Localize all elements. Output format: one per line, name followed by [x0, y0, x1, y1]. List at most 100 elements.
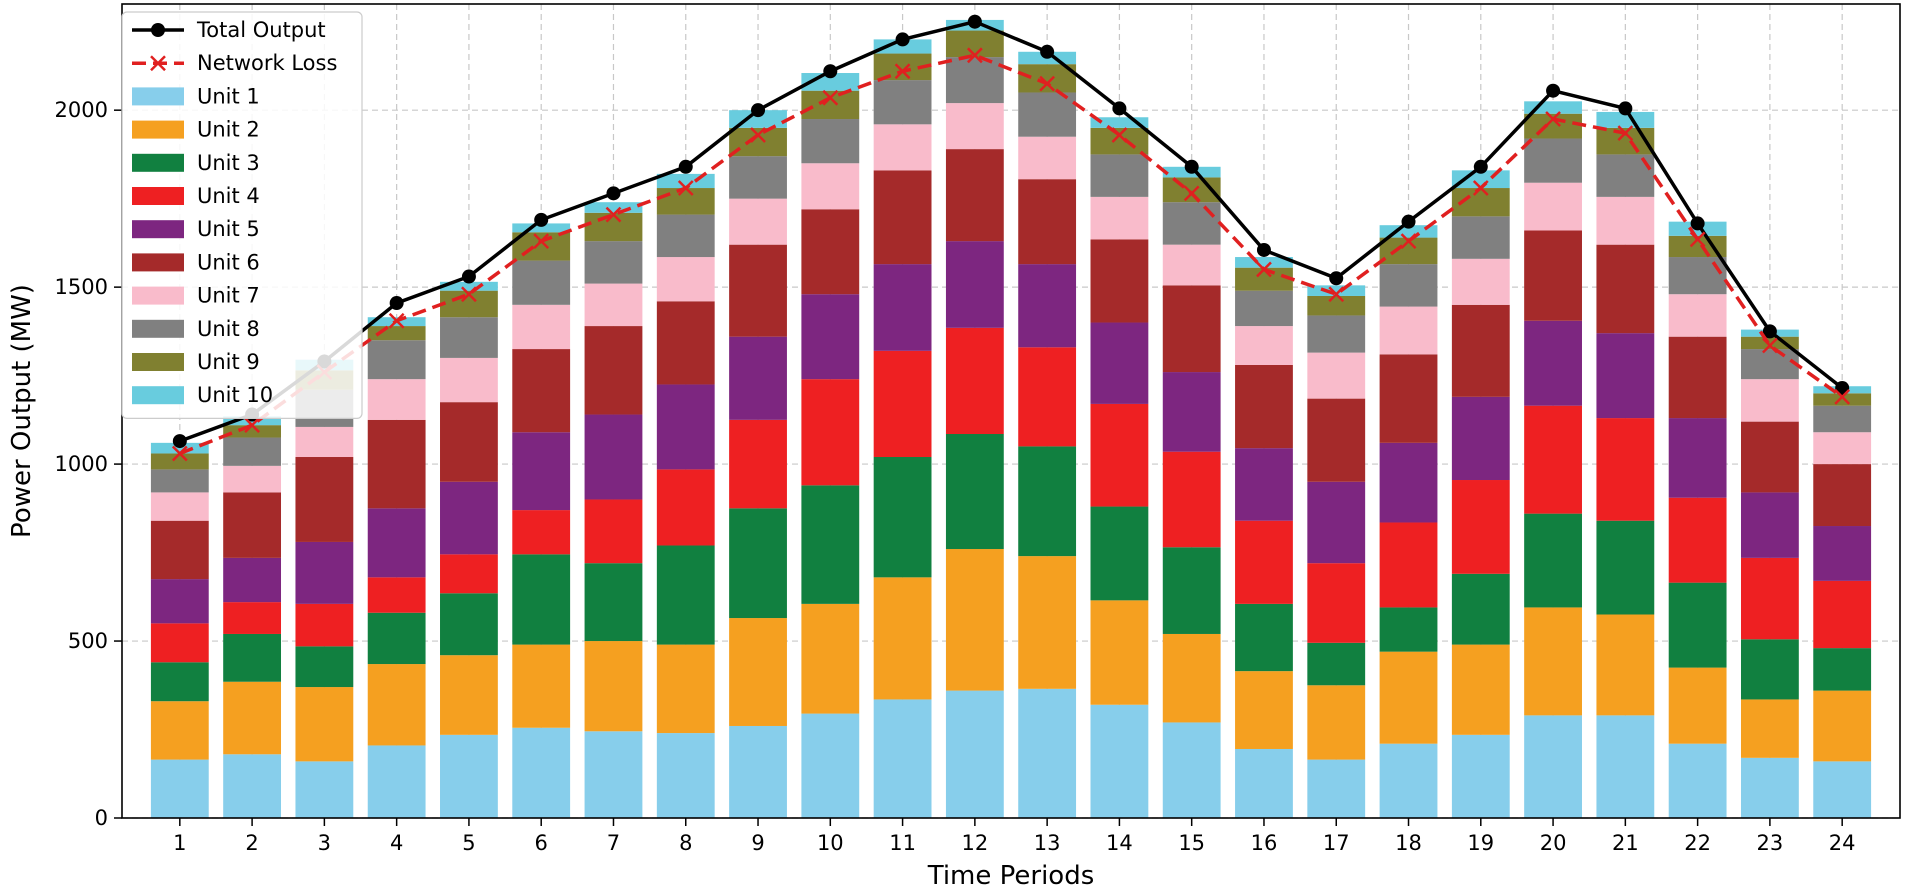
bar-unit-1-period-19 [1451, 734, 1510, 818]
total-output-point [1546, 83, 1561, 98]
bar-unit-3-period-14 [1090, 506, 1149, 601]
bar-unit-3-period-20 [1524, 513, 1582, 608]
x-tick-label: 5 [462, 831, 475, 855]
bar-unit-7-period-7 [584, 283, 643, 327]
network-loss-point [461, 286, 477, 303]
bar-unit-8-period-10 [801, 119, 860, 164]
bar-unit-10-period-21 [1596, 111, 1655, 128]
legend-label: Unit 3 [197, 151, 260, 175]
bar-unit-4-period-3 [295, 603, 354, 647]
bar-unit-7-period-23 [1740, 379, 1799, 422]
bar-unit-6-period-22 [1668, 336, 1727, 419]
bar-unit-1-period-18 [1379, 743, 1438, 818]
bar-unit-2-period-21 [1596, 614, 1655, 716]
bar-unit-6-period-14 [1090, 239, 1149, 323]
bar-unit-2-period-18 [1379, 651, 1438, 744]
bar-unit-2-period-8 [656, 644, 715, 734]
x-tick-label: 19 [1467, 831, 1494, 855]
bar-unit-5-period-18 [1379, 442, 1438, 523]
bar-unit-3-period-24 [1813, 648, 1872, 691]
legend-swatch [132, 253, 184, 272]
network-loss-marker-stroke [1183, 185, 1200, 202]
bars [150, 19, 1872, 818]
bar-unit-1-period-1 [150, 759, 209, 818]
bar-unit-8-period-4 [367, 340, 426, 380]
bar-unit-5-period-23 [1740, 492, 1799, 558]
bar-unit-3-period-2 [223, 633, 282, 682]
bar-unit-3-period-1 [150, 662, 209, 702]
bar-unit-2-period-7 [584, 641, 643, 732]
legend-swatch [132, 353, 184, 371]
total-output-point [678, 159, 693, 174]
bar-unit-6-period-5 [440, 402, 498, 482]
bar-unit-3-period-17 [1307, 642, 1366, 686]
bar-unit-5-period-4 [367, 508, 426, 578]
bar-unit-5-period-24 [1813, 526, 1872, 581]
network-loss-marker-stroke [533, 233, 550, 250]
network-loss-point [1545, 111, 1561, 127]
bar-unit-7-period-14 [1090, 196, 1149, 240]
bar-unit-5-period-2 [223, 557, 282, 603]
legend-marker [150, 55, 166, 72]
network-loss-marker-stroke [1762, 337, 1778, 354]
bar-unit-7-period-4 [367, 379, 426, 420]
y-tick-label: 0 [95, 806, 108, 830]
network-loss-point [1762, 337, 1778, 354]
bar-unit-7-period-22 [1668, 294, 1727, 337]
network-loss-marker-stroke [1328, 286, 1345, 303]
bar-unit-6-period-13 [1018, 179, 1077, 265]
network-loss-marker-stroke [171, 445, 188, 462]
bar-unit-5-period-10 [801, 294, 860, 380]
bar-unit-8-period-5 [440, 317, 498, 358]
bar-unit-9-period-12 [945, 30, 1004, 58]
bar-unit-7-period-8 [656, 257, 715, 302]
bar-unit-5-period-3 [295, 541, 354, 604]
legend-label: Total Output [196, 18, 326, 42]
bar-unit-6-period-12 [945, 149, 1004, 242]
network-loss-marker-stroke [1256, 261, 1272, 278]
bar-unit-9-period-8 [656, 188, 715, 215]
bar-unit-6-period-20 [1524, 230, 1582, 321]
bar-unit-4-period-4 [367, 577, 426, 613]
legend-item-unit-2: Unit 2 [132, 118, 260, 142]
y-tick-label: 2000 [55, 98, 108, 122]
bar-unit-8-period-24 [1813, 405, 1872, 433]
bar-unit-9-period-16 [1235, 267, 1293, 291]
bar-unit-8-period-12 [945, 57, 1004, 104]
bar-unit-7-period-19 [1451, 258, 1510, 305]
total-output-point [1401, 214, 1416, 229]
bar-unit-6-period-8 [656, 301, 715, 385]
bar-unit-5-period-21 [1596, 333, 1655, 419]
network-loss-marker-stroke [677, 180, 694, 196]
bar-unit-2-period-19 [1451, 644, 1510, 735]
network-loss-marker-stroke [461, 286, 477, 303]
bar-unit-6-period-15 [1162, 285, 1221, 373]
bar-unit-3-period-21 [1596, 520, 1655, 615]
bar-unit-2-period-12 [945, 549, 1004, 691]
bar-unit-3-period-12 [945, 434, 1004, 550]
legend-item-unit-8: Unit 8 [132, 317, 260, 341]
x-tick-label: 9 [751, 831, 764, 855]
bar-unit-3-period-8 [656, 545, 715, 645]
bar-unit-2-period-22 [1668, 667, 1727, 744]
network-loss-marker-stroke [388, 312, 405, 329]
total-output-point [606, 186, 621, 201]
legend-item-unit-3: Unit 3 [132, 151, 260, 175]
bar-unit-3-period-15 [1162, 547, 1221, 634]
total-output-point [1184, 159, 1199, 174]
bar-unit-1-period-20 [1524, 715, 1582, 818]
bar-unit-1-period-24 [1813, 761, 1872, 818]
bar-unit-5-period-13 [1018, 264, 1077, 348]
bar-unit-4-period-9 [729, 419, 787, 509]
bar-unit-4-period-6 [512, 510, 571, 555]
total-output-point [172, 434, 187, 449]
legend-label: Unit 4 [197, 184, 260, 208]
x-tick-label: 2 [245, 831, 258, 855]
total-output-point [461, 269, 476, 284]
x-tick-label: 20 [1540, 831, 1567, 855]
bar-unit-5-period-12 [945, 241, 1004, 328]
total-output-point [389, 296, 404, 311]
bar-unit-8-period-1 [150, 469, 209, 493]
bar-unit-7-period-13 [1018, 136, 1077, 180]
legend-label: Unit 5 [197, 217, 260, 241]
